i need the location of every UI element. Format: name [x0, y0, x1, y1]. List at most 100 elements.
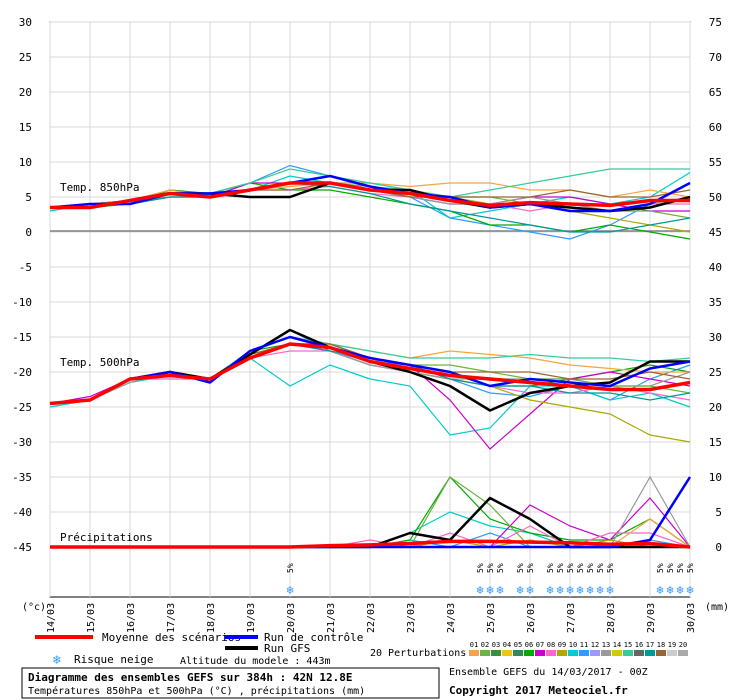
right-tick-label: 75	[709, 16, 722, 29]
snow-icon: ❄	[496, 583, 503, 597]
x-tick-label: 29/03	[646, 603, 657, 633]
perturbation-swatch	[557, 650, 567, 656]
left-tick-label: 20	[19, 86, 32, 99]
x-tick-label: 26/03	[526, 603, 537, 633]
snow-risk-label: 5%	[526, 563, 535, 573]
right-tick-label: 35	[709, 296, 722, 309]
right-tick-label: 50	[709, 191, 722, 204]
perturbation-swatch	[678, 650, 688, 656]
snow-risk-label: 5%	[476, 563, 485, 573]
left-tick-label: -15	[12, 331, 32, 344]
series-line-t500	[49, 335, 691, 405]
perturbation-number: 18	[657, 641, 665, 649]
perturbation-number: 13	[602, 641, 610, 649]
perturbation-number: 20	[679, 641, 687, 649]
perturbation-swatch	[480, 650, 490, 656]
left-tick-label: -20	[12, 366, 32, 379]
perturbation-swatch	[491, 650, 501, 656]
legend-mean-label: Moyenne des scénarios	[102, 631, 241, 644]
x-tick-label: 30/03	[686, 603, 697, 633]
perturbation-swatch	[634, 650, 644, 656]
snow-risk-label: 5%	[606, 563, 615, 573]
chart-title: Diagramme des ensembles GEFS sur 384h : …	[28, 671, 353, 684]
snow-risk-label: 5%	[576, 563, 585, 573]
perturbation-number: 02	[481, 641, 489, 649]
perturbation-swatch	[524, 650, 534, 656]
left-tick-label: 5	[25, 191, 32, 204]
perturbation-number: 11	[580, 641, 588, 649]
snow-legend-icon: ❄	[52, 653, 61, 668]
x-tick-label: 20/03	[286, 603, 297, 633]
perturbation-swatch	[469, 650, 479, 656]
copyright: Copyright 2017 Meteociel.fr	[449, 684, 628, 697]
perturbation-swatch	[502, 650, 512, 656]
right-tick-label: 10	[709, 471, 722, 484]
snow-icon: ❄	[486, 583, 493, 597]
title-box	[21, 667, 440, 699]
snow-icon: ❄	[566, 583, 573, 597]
x-tick-label: 25/03	[486, 603, 497, 633]
perturbation-swatch	[667, 650, 677, 656]
series-line-t850	[50, 181, 690, 210]
perturbation-swatch	[623, 650, 633, 656]
t850-label: Temp. 850hPa	[60, 181, 139, 194]
perturbation-number: 19	[668, 641, 676, 649]
perturbation-swatch	[513, 650, 523, 656]
perturbation-number: 09	[558, 641, 566, 649]
right-tick-label: 30	[709, 331, 722, 344]
snow-icon: ❄	[576, 583, 583, 597]
snow-risk-label: 5%	[686, 563, 695, 573]
snow-icon: ❄	[666, 583, 673, 597]
snow-risk-label: 5%	[286, 563, 295, 573]
right-tick-label: 20	[709, 401, 722, 414]
left-tick-label: -35	[12, 471, 32, 484]
right-tick-label: 40	[709, 261, 722, 274]
perturbation-number: 07	[536, 641, 544, 649]
snow-icon: ❄	[596, 583, 603, 597]
snow-risk-label: 5%	[496, 563, 505, 573]
perturbation-swatch	[579, 650, 589, 656]
perturbation-swatch	[568, 650, 578, 656]
left-tick-label: -5	[19, 261, 32, 274]
snow-risk-label: 5%	[676, 563, 685, 573]
series-line-precip	[50, 539, 691, 549]
x-axis: 14/03 15/03 16/03 17/03 18/03 19/03 20/03 21/03…	[46, 603, 697, 633]
perturbation-swatch	[590, 650, 600, 656]
perturbation-number: 01	[470, 641, 478, 649]
perturbation-number: 16	[635, 641, 643, 649]
snow-icon: ❄	[676, 583, 683, 597]
x-tick-label: 27/03	[566, 603, 577, 633]
perturbation-swatch	[546, 650, 556, 656]
right-tick-label: 55	[709, 156, 722, 169]
right-tick-label: 65	[709, 86, 722, 99]
perturbation-swatches: 01 02 03 04 05 06 07 08 09 10 11 12 13 14 15 16 17 18 19 20	[469, 641, 688, 656]
x-tick-label: 16/03	[126, 603, 137, 633]
left-tick-label: -10	[12, 296, 32, 309]
x-tick-label: 17/03	[166, 603, 177, 633]
x-tick-label: 28/03	[606, 603, 617, 633]
snow-icon: ❄	[686, 583, 693, 597]
series-line-t500	[49, 342, 691, 406]
snow-icon: ❄	[556, 583, 563, 597]
perturbation-number: 12	[591, 641, 599, 649]
left-tick-label: 0	[25, 226, 32, 239]
right-tick-label: 70	[709, 51, 722, 64]
right-tick-label: 5	[715, 506, 722, 519]
perturbation-number: 08	[547, 641, 555, 649]
t500-label: Temp. 500hPa	[60, 356, 139, 369]
left-axis: 30 25 20 15 10 5 0 -5 -10 -15 -20 -25 -30 -35 -40 -45	[12, 16, 32, 554]
snow-icon: ❄	[526, 583, 533, 597]
perturbation-number: 04	[503, 641, 511, 649]
perturbation-number: 06	[525, 641, 533, 649]
perturbation-line-t850	[49, 182, 691, 233]
snow-risk-label: 5%	[546, 563, 555, 573]
left-tick-label: -25	[12, 401, 32, 414]
perturbation-swatch	[601, 650, 611, 656]
left-tick-label: 15	[19, 121, 32, 134]
chart-subtitle: Températures 850hPa et 500hPa (°C) , pré…	[28, 685, 365, 697]
right-tick-label: 60	[709, 121, 722, 134]
snow-icon: ❄	[286, 583, 293, 597]
snow-icon: ❄	[586, 583, 593, 597]
snow-risk-label: 5%	[566, 563, 575, 573]
